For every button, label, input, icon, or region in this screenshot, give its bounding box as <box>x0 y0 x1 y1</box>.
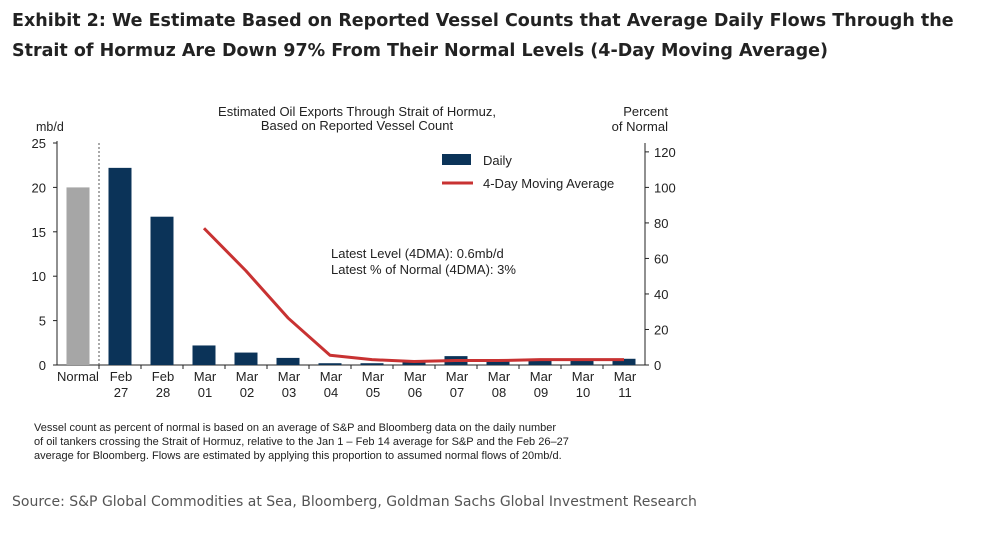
x-tick-label: 02 <box>240 385 254 400</box>
x-tick-label: Mar <box>236 369 259 384</box>
y2-tick-label: 100 <box>654 180 676 195</box>
bar-normal <box>66 187 90 365</box>
y-tick-label: 10 <box>32 269 46 284</box>
x-tick-label: Mar <box>530 369 553 384</box>
x-tick-label: 27 <box>114 385 128 400</box>
bar-mar-02 <box>234 352 258 365</box>
bar-mar-05 <box>360 363 384 365</box>
x-tick-label: Mar <box>362 369 385 384</box>
x-tick-label: 05 <box>366 385 380 400</box>
bar-mar-10 <box>570 359 594 365</box>
bar-feb-27 <box>108 167 132 365</box>
y2-axis-label: of Normal <box>612 119 668 134</box>
legend-label-daily: Daily <box>483 153 512 168</box>
x-tick-label: 08 <box>492 385 506 400</box>
y-tick-label: 5 <box>39 314 46 329</box>
annotation: Latest % of Normal (4DMA): 3% <box>331 262 516 277</box>
x-tick-label: Mar <box>446 369 469 384</box>
x-tick-label: 10 <box>576 385 590 400</box>
x-tick-label: 28 <box>156 385 170 400</box>
bar-mar-08 <box>486 360 510 365</box>
x-tick-label: Feb <box>152 369 174 384</box>
bar-feb-28 <box>150 216 174 365</box>
chart-title-line: Based on Reported Vessel Count <box>261 118 454 133</box>
chart-title-line: Estimated Oil Exports Through Strait of … <box>218 104 496 119</box>
x-tick-label: 07 <box>450 385 464 400</box>
bar-mar-09 <box>528 359 552 365</box>
bar-mar-01 <box>192 345 216 365</box>
x-tick-label: 11 <box>618 385 632 400</box>
y-axis-label: mb/d <box>36 120 64 134</box>
legend-label-ma: 4-Day Moving Average <box>483 176 614 191</box>
y2-tick-label: 120 <box>654 145 676 160</box>
x-tick-label: Mar <box>278 369 301 384</box>
x-tick-label: Normal <box>57 369 99 384</box>
y2-tick-label: 0 <box>654 358 661 373</box>
legend-swatch-daily <box>442 154 471 165</box>
bar-mar-06 <box>402 361 426 365</box>
x-tick-label: Mar <box>614 369 637 384</box>
x-tick-label: 04 <box>324 385 338 400</box>
x-tick-label: Mar <box>488 369 511 384</box>
x-tick-label: 01 <box>198 385 212 400</box>
y-tick-label: 0 <box>39 358 46 373</box>
y2-tick-label: 80 <box>654 216 668 231</box>
y2-tick-label: 60 <box>654 251 668 266</box>
bar-mar-11 <box>612 358 636 365</box>
x-tick-label: Mar <box>320 369 343 384</box>
footnote-line: Vessel count as percent of normal is bas… <box>34 422 556 434</box>
annotation: Latest Level (4DMA): 0.6mb/d <box>331 246 504 261</box>
x-tick-label: Mar <box>194 369 217 384</box>
y-tick-label: 25 <box>32 136 46 151</box>
footnote-line: of oil tankers crossing the Strait of Ho… <box>34 436 569 448</box>
x-tick-label: Feb <box>110 369 132 384</box>
x-tick-label: Mar <box>404 369 427 384</box>
y-tick-label: 20 <box>32 180 46 195</box>
exhibit-title: Exhibit 2: We Estimate Based on Reported… <box>12 11 954 61</box>
y-tick-label: 15 <box>32 225 46 240</box>
footnote-line: average for Bloomberg. Flows are estimat… <box>34 450 562 462</box>
bar-mar-04 <box>318 363 342 365</box>
x-tick-label: 03 <box>282 385 296 400</box>
y2-tick-label: 40 <box>654 287 668 302</box>
x-tick-label: 09 <box>534 385 548 400</box>
y2-axis-label: Percent <box>623 104 668 119</box>
x-tick-label: Mar <box>572 369 595 384</box>
y2-tick-label: 20 <box>654 322 668 337</box>
source-note: Source: S&P Global Commodities at Sea, B… <box>12 494 697 510</box>
x-tick-label: 06 <box>408 385 422 400</box>
bar-mar-03 <box>276 357 300 365</box>
